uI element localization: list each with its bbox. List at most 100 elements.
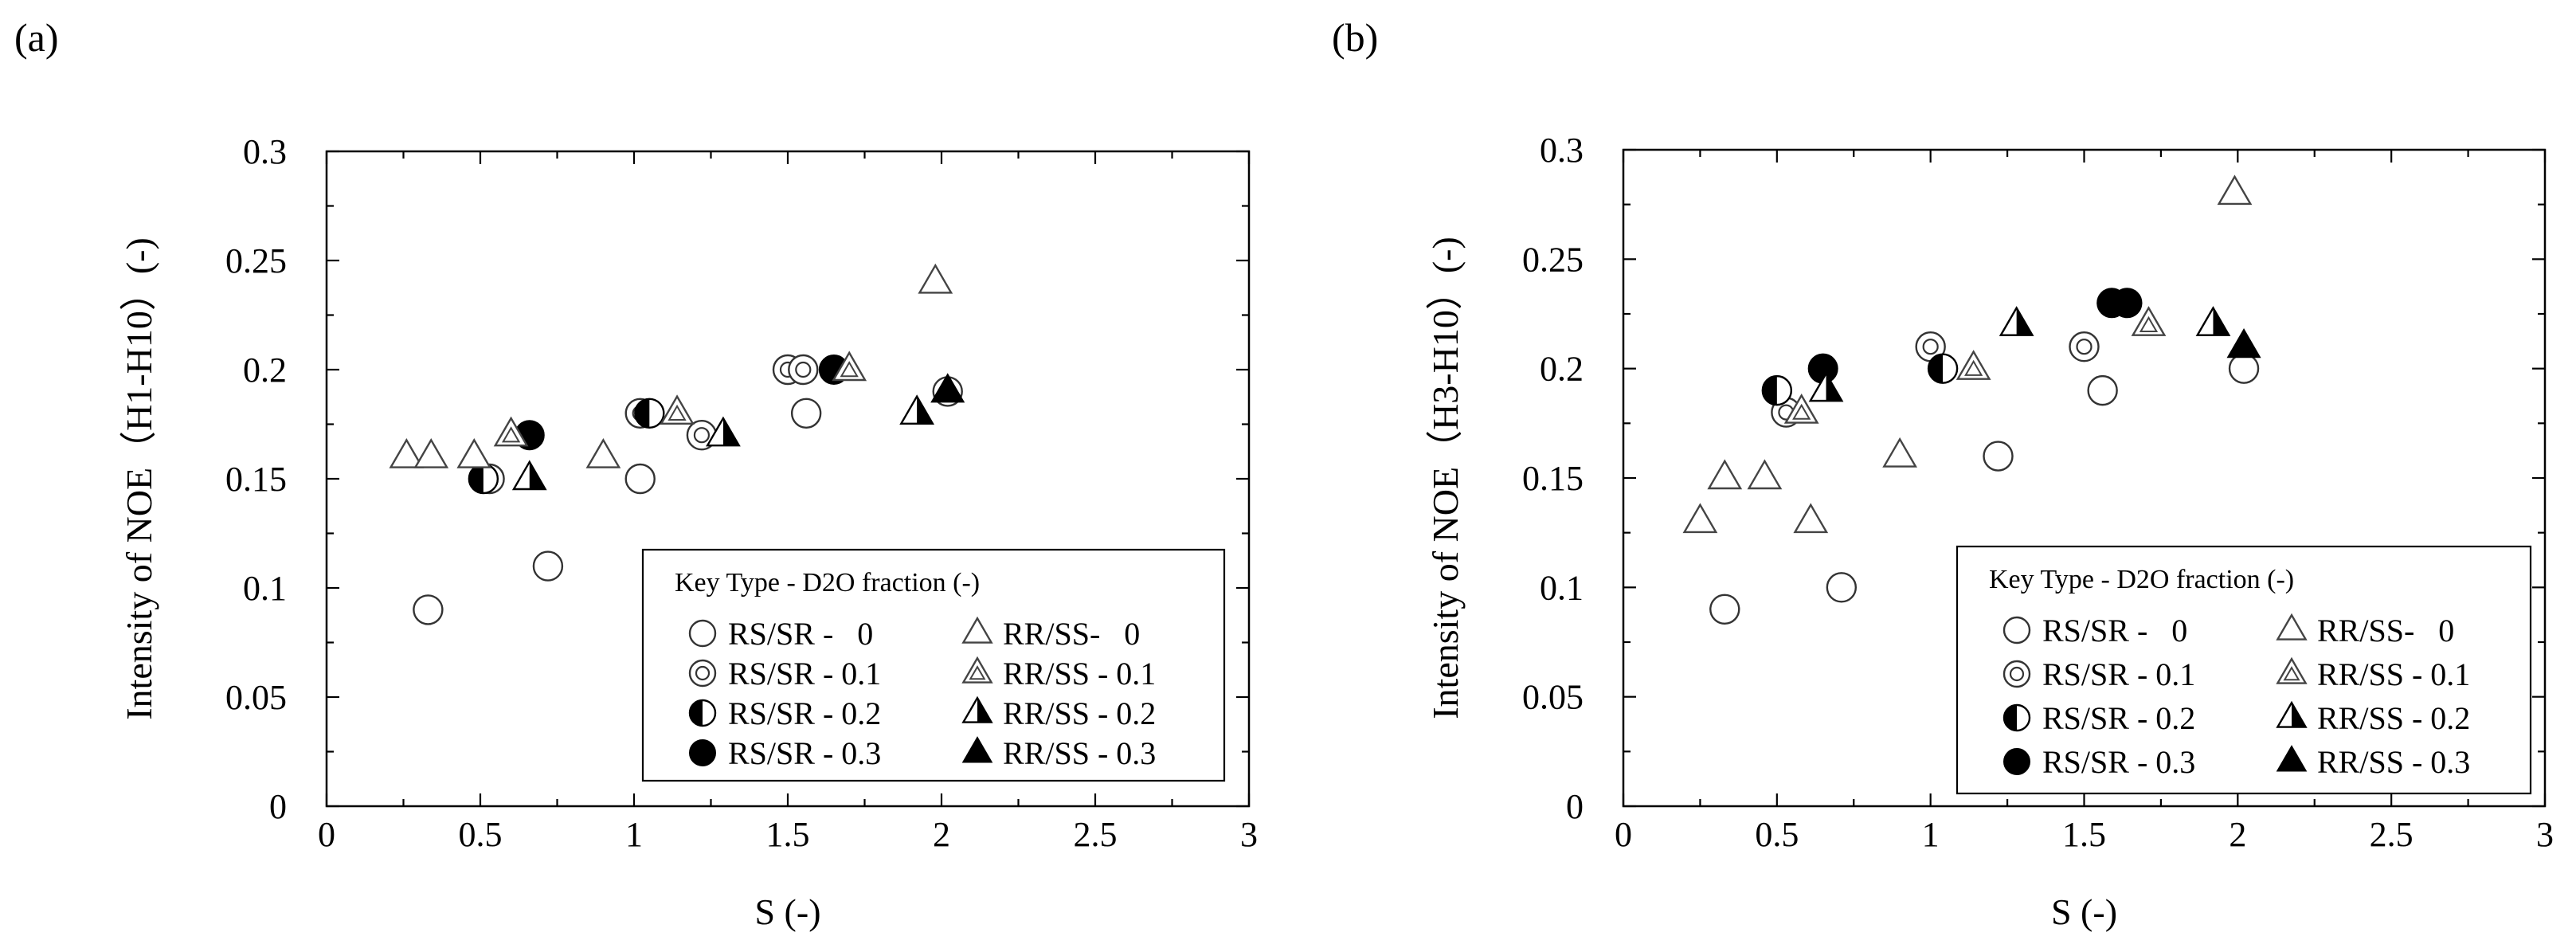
data-point	[1882, 437, 1917, 468]
data-point	[790, 398, 822, 429]
data-point	[634, 398, 665, 429]
y-tick-label: 0.2	[1540, 350, 1584, 389]
y-tick-label: 0.3	[243, 132, 287, 171]
x-tick-label: 3	[1240, 815, 1258, 854]
y-tick-label: 0.15	[225, 460, 287, 499]
y-tick-label: 0.05	[225, 678, 287, 717]
legend-entry: RS/SR - 0	[2042, 613, 2187, 648]
panel-label-a: (a)	[14, 15, 59, 60]
x-tick-label: 2.5	[1074, 815, 1118, 854]
scatter-chart-b: 0 0.5 1 1.5 2 2.5 3 0 0.05 0.1 0.15 0.2 0.25 0.3 S (-)…	[1425, 131, 2554, 932]
x-tick-label: 3	[2536, 815, 2554, 854]
x-tick-label: 0	[318, 815, 335, 854]
legend-entry: RR/SS- 0	[1003, 616, 1140, 652]
data-point	[832, 351, 867, 382]
legend-marker	[2276, 745, 2308, 772]
data-point	[585, 438, 621, 468]
data-point	[389, 438, 425, 468]
y-tick-label: 0.15	[1522, 459, 1584, 498]
legend-entry: RS/SR - 0.2	[2042, 700, 2195, 736]
y-tick-label: 0.25	[225, 241, 287, 280]
data-point	[413, 438, 449, 468]
y-tick-label: 0.1	[1540, 568, 1584, 607]
legend-title: Key Type - D2O fraction (-)	[1989, 565, 2294, 594]
data-point	[1747, 459, 1783, 490]
legend-marker	[689, 739, 716, 766]
data-point	[1761, 374, 1793, 406]
data-point	[2069, 331, 2100, 362]
x-tick-label: 2.5	[2370, 815, 2414, 854]
data-point	[532, 550, 564, 582]
x-tick-label: 2	[2229, 815, 2246, 854]
x-tick-label: 1	[625, 815, 643, 854]
legend-marker	[2002, 660, 2031, 688]
data-point	[1793, 503, 1829, 534]
data-point	[1707, 459, 1743, 490]
x-axis-label: S (-)	[2051, 891, 2117, 932]
data-point	[413, 594, 444, 625]
y-axis-label: Intensity of NOE（H3-H10）(-)	[1425, 237, 1466, 719]
data-point	[788, 354, 819, 386]
legend-marker	[2002, 616, 2031, 644]
legend-entry: RR/SS- 0	[2317, 613, 2454, 648]
legend-marker	[2276, 613, 2308, 641]
data-point	[1709, 594, 1740, 625]
legend-marker	[2276, 700, 2308, 728]
legend-marker	[2002, 703, 2031, 732]
legend-entry: RR/SS - 0.1	[2317, 656, 2470, 692]
data-point	[1927, 353, 1959, 384]
data-point	[2131, 306, 2167, 336]
data-point	[918, 263, 953, 294]
data-point	[930, 373, 965, 403]
data-point	[2228, 353, 2260, 384]
legend-entry: RS/SR - 0.3	[2042, 744, 2195, 780]
data-point	[2087, 374, 2118, 406]
legend-marker	[961, 736, 993, 763]
data-point	[899, 394, 935, 425]
legend-title: Key Type - D2O fraction (-)	[675, 568, 980, 597]
data-point	[1808, 371, 1844, 402]
legend-marker	[688, 699, 717, 727]
x-tick-label: 0	[1615, 815, 1632, 854]
legend-box	[1955, 545, 2532, 795]
y-tick-label: 0.25	[1522, 240, 1584, 279]
legend: Key Type - D2O fraction (-) RS/SR - 0 RS/S…	[1955, 545, 2532, 795]
legend-marker	[688, 619, 717, 648]
data-point	[1826, 572, 1858, 603]
data-point	[1955, 350, 1991, 380]
y-tick-label: 0.05	[1522, 678, 1584, 717]
legend-marker	[2003, 748, 2030, 775]
data-point	[468, 463, 499, 495]
x-tick-label: 0.5	[1755, 815, 1799, 854]
data-point	[2112, 288, 2143, 319]
legend-entry: RR/SS - 0.3	[2317, 744, 2470, 780]
legend-entry: RR/SS - 0.2	[1003, 695, 1156, 731]
data-point	[1682, 503, 1718, 534]
data-point	[1783, 394, 1819, 424]
legend-entry: RR/SS - 0.1	[1003, 656, 1156, 691]
data-point	[1999, 306, 2034, 336]
legend-entry: RS/SR - 0	[728, 616, 873, 652]
legend-entry: RS/SR - 0.1	[2042, 656, 2195, 692]
data-point	[511, 460, 547, 491]
data-point	[493, 416, 529, 447]
x-axis-label: S (-)	[754, 891, 820, 932]
x-tick-label: 2	[933, 815, 950, 854]
data-point	[2195, 306, 2231, 336]
data-point	[706, 416, 741, 447]
legend-marker	[961, 695, 993, 723]
data-point	[2217, 174, 2253, 206]
legend-entry: RR/SS - 0.3	[1003, 735, 1156, 771]
x-tick-label: 1.5	[766, 815, 810, 854]
y-tick-label: 0.3	[1540, 131, 1584, 170]
y-tick-label: 0	[269, 787, 287, 826]
y-tick-label: 0.1	[243, 569, 287, 608]
legend-box	[641, 548, 1226, 782]
legend-entry: RR/SS - 0.2	[2317, 700, 2470, 736]
y-axis-label: Intensity of NOE（H1-H10）(-)	[119, 237, 159, 720]
legend-marker	[961, 616, 993, 644]
legend: Key Type - D2O fraction (-) RS/SR - 0 RS/S…	[641, 548, 1226, 782]
legend-marker	[2276, 656, 2308, 684]
data-point	[624, 463, 656, 495]
legend-marker	[688, 659, 717, 688]
